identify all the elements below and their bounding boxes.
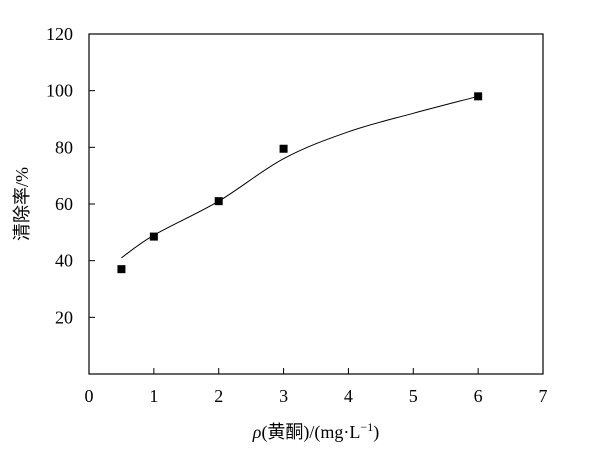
x-tick-label: 1 (149, 386, 158, 406)
y-tick-label: 20 (55, 307, 73, 327)
data-point (279, 144, 288, 153)
x-axis-label-text: (黄酮)/(mg·L (261, 422, 360, 443)
data-point (117, 265, 126, 274)
fit-curve (121, 95, 479, 259)
data-point (474, 92, 483, 101)
plot-frame (88, 33, 544, 375)
x-tick-label: 2 (214, 386, 223, 406)
x-axis-label-rho: ρ (252, 422, 262, 442)
x-tick-label: 6 (474, 386, 483, 406)
y-tick-label: 120 (46, 24, 73, 44)
x-axis-label-close: ) (373, 422, 379, 443)
data-points (117, 92, 483, 274)
data-point (149, 232, 158, 241)
data-point (214, 197, 223, 206)
x-axis-label-exponent: −1 (360, 420, 373, 434)
y-tick-label: 40 (55, 251, 73, 271)
x-tick-label: 0 (85, 386, 94, 406)
x-tick-label: 4 (344, 386, 353, 406)
x-axis-label: ρ(黄酮)/(mg·L−1) (252, 420, 379, 443)
x-tick-label: 5 (409, 386, 418, 406)
y-tick-label: 80 (55, 137, 73, 157)
y-axis-label: 清除率/% (12, 167, 32, 241)
y-tick-label: 100 (46, 81, 73, 101)
x-axis-ticks: 0 1 2 3 4 5 6 7 (85, 368, 548, 406)
y-tick-label: 60 (55, 194, 73, 214)
x-tick-label: 3 (279, 386, 288, 406)
x-tick-label: 7 (539, 386, 548, 406)
y-axis-ticks: 20 40 60 80 100 120 (46, 24, 95, 327)
